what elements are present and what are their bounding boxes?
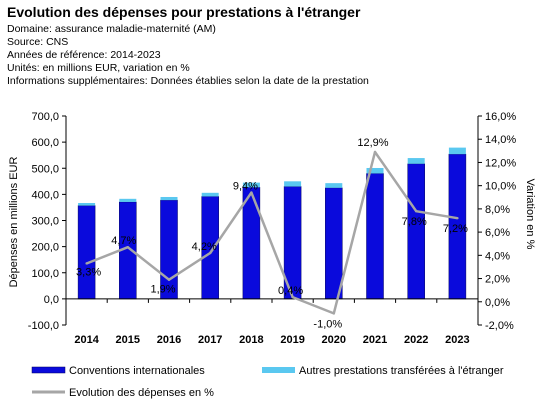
y2-tick-label: -2,0%: [485, 320, 514, 332]
variation-data-label: 4,7%: [111, 235, 136, 247]
meta-domain: Domaine: assurance maladie-maternité (AM…: [7, 23, 216, 35]
y-tick-label: 200,0: [31, 242, 59, 254]
meta-years: Années de référence: 2014-2023: [7, 49, 161, 61]
y2-tick-label: 14,0%: [485, 134, 516, 146]
variation-point: [126, 246, 129, 249]
bar-autres-prestations: [448, 147, 466, 155]
y-tick-label: 600,0: [31, 137, 59, 149]
variation-data-label: 7,2%: [443, 223, 468, 235]
y2-axis-label: Variation en %: [524, 179, 536, 250]
bar-autres-prestations: [242, 182, 260, 188]
bar-autres-prestations: [78, 202, 96, 206]
axes-group: -100,0 0,0 100,0 200,0 300,0 400,0 500,0 600,0 7…: [28, 111, 517, 346]
variation-point: [85, 262, 88, 265]
y2-tick-label: 4,0%: [485, 250, 510, 262]
y-tick-label: 100,0: [31, 268, 59, 280]
x-tick-label: 2014: [74, 334, 99, 346]
variation-data-label: 1,9%: [150, 284, 175, 296]
variation-data-label: 4,2%: [192, 241, 217, 253]
variation-data-label: 3,3%: [76, 266, 101, 278]
x-tick-label: 2016: [157, 334, 181, 346]
variation-data-label: 7,8%: [402, 216, 427, 228]
variation-point: [167, 278, 171, 281]
bar-conventions: [407, 163, 425, 300]
y2-tick-label: 0,0%: [485, 297, 510, 309]
variation-point: [415, 210, 418, 213]
x-tick-label: 2019: [280, 334, 304, 346]
y2-tick-label: 2,0%: [485, 274, 510, 286]
y2-tick-label: 10,0%: [485, 181, 516, 193]
bar-conventions: [325, 187, 343, 300]
y2-tick-label: 12,0%: [485, 157, 516, 169]
chart-title: Evolution des dépenses pour prestations …: [7, 4, 361, 20]
x-tick-label: 2017: [198, 334, 222, 346]
variation-point: [291, 295, 294, 299]
variation-point: [250, 191, 253, 194]
bar-autres-prestations: [325, 183, 343, 188]
meta-source: Source: CNS: [7, 36, 69, 48]
bar-autres-prestations: [407, 158, 425, 164]
legend-swatch-conventions: [31, 366, 66, 374]
bar-autres-prestations: [119, 198, 137, 202]
legend: Conventions internationales Autres presta…: [31, 365, 504, 399]
legend-label-variation: Evolution des dépenses en %: [69, 387, 214, 399]
chart-header: Evolution des dépenses pour prestations …: [7, 4, 532, 88]
legend-swatch-autres-prestations: [262, 367, 295, 373]
y-axis-label: Dépenses en millions EUR: [8, 157, 20, 288]
x-tick-label: 2020: [322, 334, 346, 346]
y2-tick-label: 6,0%: [485, 227, 510, 239]
bar-autres-prestations: [201, 192, 219, 197]
y-tick-label: 500,0: [31, 163, 59, 175]
x-tick-label: 2018: [239, 334, 263, 346]
y-tick-label: 0,0: [44, 294, 59, 306]
variation-point: [373, 150, 377, 154]
x-tick-label: 2023: [445, 334, 469, 346]
variation-line: [86, 150, 458, 315]
y2-tick-label: 16,0%: [485, 111, 516, 123]
y-tick-label: -100,0: [28, 320, 59, 332]
x-tick-label: 2021: [363, 334, 387, 346]
variation-point: [456, 216, 459, 220]
variation-data-label: 9,4%: [233, 181, 258, 193]
meta-units: Unités: en millions EUR, variation en %: [7, 62, 190, 74]
bar-autres-prestations: [284, 181, 302, 187]
variation-point: [209, 251, 212, 255]
y-tick-label: 400,0: [31, 189, 59, 201]
bar-autres-prestations: [366, 167, 384, 174]
bar-autres-prestations: [160, 196, 178, 201]
variation-data-label: -1,0%: [313, 318, 342, 330]
meta-info: Informations supplémentaires: Données ét…: [7, 75, 369, 87]
bar-conventions: [242, 187, 261, 300]
variation-line-group: [85, 150, 459, 315]
y-tick-label: 300,0: [31, 216, 59, 228]
x-tick-label: 2022: [404, 334, 428, 346]
variation-data-label: 12,9%: [357, 137, 388, 149]
bar-conventions: [77, 205, 96, 300]
x-tick-label: 2015: [116, 334, 140, 346]
data-labels-group: 3,3% 4,7% 1,9% 4,2% 9,4% 0,4% -1,0% 12,9% 7,8% 7,…: [76, 137, 468, 330]
y-tick-label: 700,0: [31, 111, 59, 123]
y2-tick-label: 8,0%: [485, 204, 510, 216]
legend-label-conventions: Conventions internationales: [69, 365, 205, 377]
bar-conventions: [366, 173, 384, 300]
legend-label-autres-prestations: Autres prestations transférées à l'étran…: [299, 365, 504, 377]
variation-data-label: 0,4%: [278, 285, 303, 297]
variation-point: [332, 312, 335, 315]
